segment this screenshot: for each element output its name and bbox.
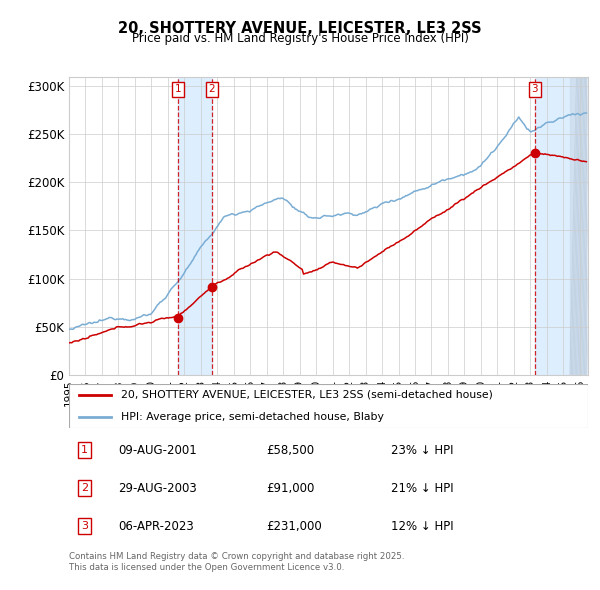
Text: £91,000: £91,000 — [266, 481, 314, 495]
Text: 20, SHOTTERY AVENUE, LEICESTER, LE3 2SS (semi-detached house): 20, SHOTTERY AVENUE, LEICESTER, LE3 2SS … — [121, 389, 493, 399]
Text: 23% ↓ HPI: 23% ↓ HPI — [391, 444, 453, 457]
Text: Price paid vs. HM Land Registry's House Price Index (HPI): Price paid vs. HM Land Registry's House … — [131, 32, 469, 45]
Text: HPI: Average price, semi-detached house, Blaby: HPI: Average price, semi-detached house,… — [121, 412, 384, 422]
Text: 21% ↓ HPI: 21% ↓ HPI — [391, 481, 454, 495]
Text: 09-AUG-2001: 09-AUG-2001 — [118, 444, 197, 457]
Text: Contains HM Land Registry data © Crown copyright and database right 2025.
This d: Contains HM Land Registry data © Crown c… — [69, 552, 404, 572]
FancyBboxPatch shape — [69, 384, 588, 428]
Text: 06-APR-2023: 06-APR-2023 — [118, 520, 194, 533]
Bar — [178, 77, 212, 375]
Text: 3: 3 — [532, 84, 538, 94]
Bar — [535, 77, 586, 375]
Text: £58,500: £58,500 — [266, 444, 314, 457]
Text: 29-AUG-2003: 29-AUG-2003 — [118, 481, 197, 495]
Bar — [570, 77, 586, 375]
Text: 20, SHOTTERY AVENUE, LEICESTER, LE3 2SS: 20, SHOTTERY AVENUE, LEICESTER, LE3 2SS — [118, 21, 482, 35]
Text: 1: 1 — [175, 84, 181, 94]
Text: 2: 2 — [81, 483, 88, 493]
Text: 3: 3 — [81, 521, 88, 531]
Text: 2: 2 — [208, 84, 215, 94]
Text: 12% ↓ HPI: 12% ↓ HPI — [391, 520, 454, 533]
Text: £231,000: £231,000 — [266, 520, 322, 533]
Text: 1: 1 — [81, 445, 88, 455]
